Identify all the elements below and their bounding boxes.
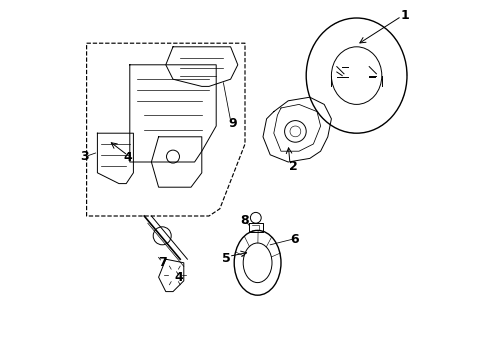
Text: 4: 4 (123, 151, 132, 164)
Text: 4: 4 (174, 271, 183, 284)
Text: 5: 5 (222, 252, 231, 265)
Text: 7: 7 (158, 256, 167, 269)
Text: 3: 3 (80, 150, 89, 163)
Text: 2: 2 (289, 160, 298, 173)
Text: 8: 8 (241, 214, 249, 227)
Text: 1: 1 (401, 9, 410, 22)
Text: 6: 6 (291, 233, 299, 246)
Text: 9: 9 (228, 117, 237, 130)
